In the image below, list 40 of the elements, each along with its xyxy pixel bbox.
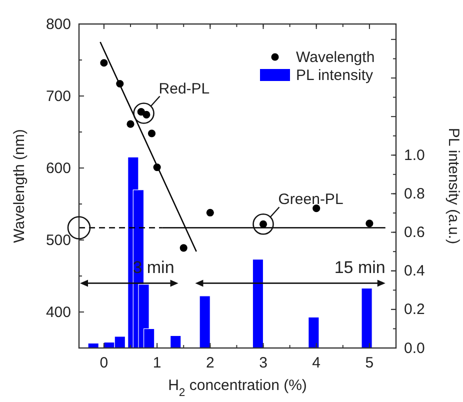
- x-tick-label: 5: [365, 354, 374, 372]
- annotation: Green-PL: [278, 191, 344, 208]
- y-tick-label: 400: [46, 304, 71, 321]
- point: [116, 80, 124, 88]
- point: [180, 244, 188, 252]
- bar: [252, 258, 264, 348]
- point: [126, 120, 134, 128]
- legend-label: PL intensity: [296, 67, 374, 84]
- y-tick-label: 800: [46, 16, 71, 33]
- x-tick-label: 3: [259, 354, 268, 372]
- point: [100, 59, 108, 67]
- y2-tick-label: 0.6: [404, 224, 425, 242]
- point: [312, 204, 320, 212]
- point: [148, 130, 156, 138]
- y-axis-title: Wavelength (nm): [11, 129, 28, 243]
- bar: [308, 316, 320, 348]
- y2-tick-label: 0.2: [404, 301, 425, 318]
- y-tick-label: 700: [46, 88, 71, 105]
- bar: [170, 335, 182, 348]
- y-tick-label: 600: [46, 160, 71, 177]
- bar: [199, 296, 210, 348]
- bar: [361, 288, 372, 348]
- x-tick-label: 2: [206, 354, 214, 372]
- annotation: 15 min: [334, 258, 386, 278]
- y-tick-label: 500: [46, 232, 71, 249]
- x-tick-label: 0: [100, 354, 108, 372]
- x-axis-title: H$_{2}$ concentration (%): [168, 377, 307, 399]
- annotation: 3 min: [132, 258, 174, 278]
- x-tick-label: 4: [312, 354, 321, 372]
- y2-tick-label: 0.4: [404, 262, 425, 280]
- point: [366, 220, 374, 228]
- x-tick-label: 1: [152, 354, 162, 372]
- y2-axis-title: PL intensity (a.u.): [445, 128, 462, 244]
- annotation: Red-PL: [158, 80, 210, 98]
- y2-tick-label: 0.0: [404, 340, 425, 357]
- y2-tick-label: 0.8: [404, 186, 425, 203]
- point: [153, 164, 161, 172]
- point: [206, 208, 214, 216]
- legend-label: Wavelength: [296, 49, 375, 66]
- y2-tick-label: 1.0: [404, 146, 425, 164]
